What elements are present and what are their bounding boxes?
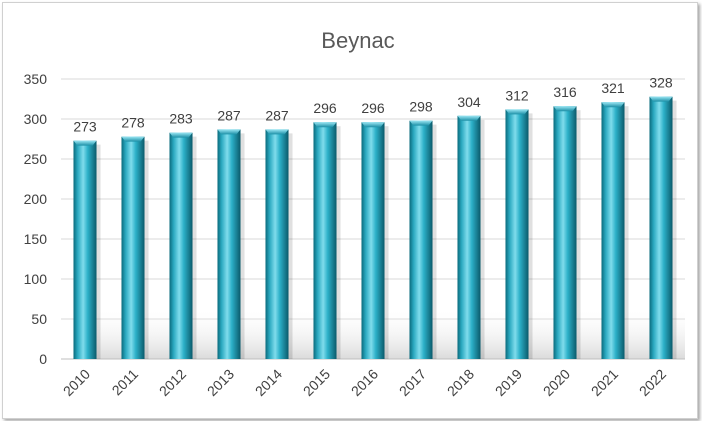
- y-tick-label: 350: [24, 71, 48, 87]
- bar-cap: [505, 109, 529, 115]
- data-labels: 273 278 283 287 287 296 296 298 304 312 316 321 328: [73, 75, 673, 135]
- bar: [169, 132, 193, 359]
- bar-cap: [73, 140, 97, 146]
- data-label: 283: [169, 111, 193, 127]
- x-tick-label: 2013: [204, 366, 237, 399]
- bar: [505, 109, 529, 360]
- bar-cap: [265, 129, 289, 135]
- bar-cap: [169, 132, 193, 138]
- chart-title: Beynac: [321, 28, 394, 53]
- bar-cap: [601, 102, 625, 108]
- x-axis-ticks: 2010 2011 2012 2013 2014 2015 2016 2017 2018 2019…: [60, 366, 669, 399]
- x-tick-label: 2021: [588, 366, 621, 399]
- data-label: 328: [649, 75, 673, 91]
- bar: [649, 96, 673, 359]
- y-tick-label: 150: [24, 231, 48, 247]
- bar: [313, 122, 337, 359]
- data-label: 278: [121, 115, 145, 131]
- x-tick-label: 2016: [348, 366, 381, 399]
- data-label: 296: [361, 100, 385, 116]
- bar-cap: [217, 129, 241, 135]
- bar-cap: [457, 115, 481, 121]
- bar: [601, 102, 625, 359]
- data-label: 321: [601, 80, 625, 96]
- y-axis-ticks: 0 50 100 150 200 250 300 350: [24, 71, 48, 367]
- bar-cap: [553, 106, 577, 112]
- data-label: 273: [73, 119, 97, 135]
- bars: [73, 96, 677, 360]
- bar: [409, 120, 433, 359]
- bar-cap: [649, 96, 673, 102]
- bar-cap: [121, 136, 145, 142]
- x-tick-label: 2015: [300, 366, 333, 399]
- data-label: 287: [265, 107, 289, 123]
- bar: [121, 136, 145, 359]
- bar-cap: [313, 122, 337, 128]
- bar: [217, 129, 241, 359]
- bar: [457, 115, 481, 359]
- y-tick-label: 50: [31, 311, 47, 327]
- y-tick-label: 0: [39, 351, 47, 367]
- x-tick-label: 2010: [60, 366, 93, 399]
- y-tick-label: 300: [24, 111, 48, 127]
- bar-cap: [409, 120, 433, 126]
- bar: [553, 106, 577, 359]
- x-tick-label: 2017: [396, 366, 429, 399]
- x-tick-label: 2022: [636, 366, 669, 399]
- x-tick-label: 2019: [492, 366, 525, 399]
- bar: [361, 122, 385, 359]
- data-label: 298: [409, 99, 433, 115]
- y-tick-label: 250: [24, 151, 48, 167]
- data-label: 287: [217, 107, 241, 123]
- bar: [73, 140, 97, 359]
- bar: [265, 129, 289, 359]
- data-label: 304: [457, 94, 481, 110]
- bar-cap: [361, 122, 385, 128]
- data-label: 316: [553, 84, 577, 100]
- x-tick-label: 2018: [444, 366, 477, 399]
- y-tick-label: 200: [24, 191, 48, 207]
- x-tick-label: 2011: [109, 366, 142, 399]
- data-label: 296: [313, 100, 337, 116]
- y-tick-label: 100: [24, 271, 48, 287]
- data-label: 312: [505, 87, 529, 103]
- x-tick-label: 2012: [156, 366, 189, 399]
- x-tick-label: 2020: [540, 366, 573, 399]
- x-tick-label: 2014: [252, 366, 285, 399]
